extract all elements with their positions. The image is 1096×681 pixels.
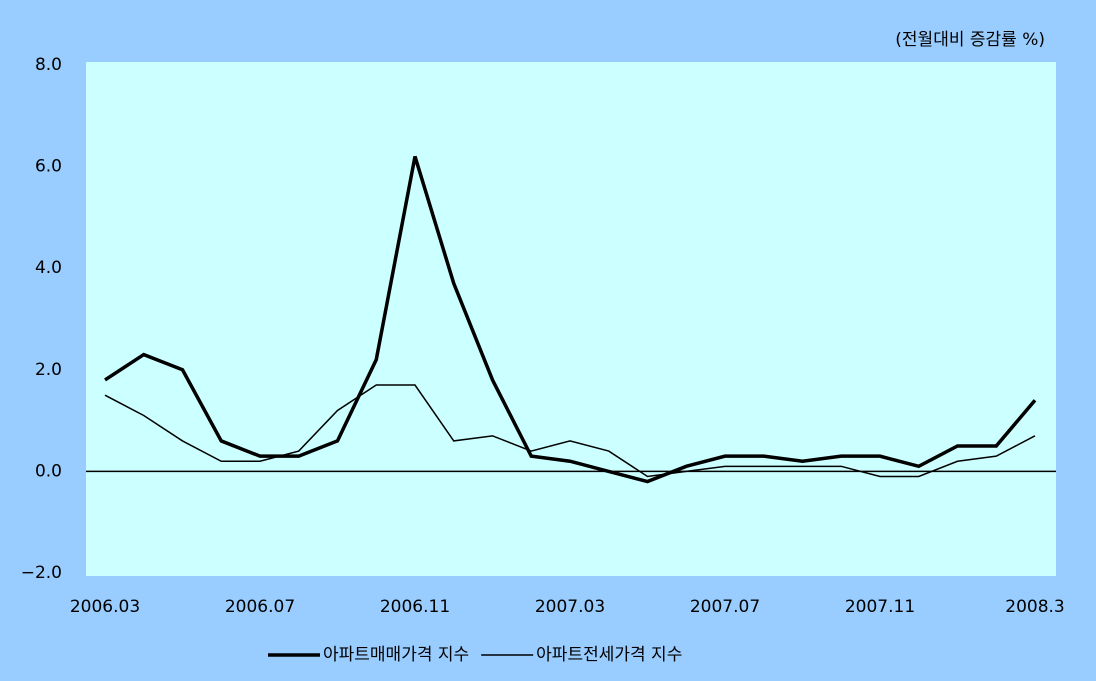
legend-label: 아파트매매가격 지수 <box>323 645 469 665</box>
legend-label: 아파트전세가격 지수 <box>536 645 682 665</box>
y-tick-label: 6.0 <box>35 157 62 177</box>
y-tick-label: 4.0 <box>35 258 62 278</box>
unit-annotation: (전월대비 증감률 %) <box>895 30 1045 50</box>
plot-area <box>86 62 1056 576</box>
series-line <box>104 384 1036 478</box>
x-tick-label: 2006.11 <box>380 597 450 617</box>
series-line <box>104 155 1037 484</box>
y-tick-label: 2.0 <box>35 360 62 380</box>
x-tick-label: 2006.07 <box>225 597 295 617</box>
y-tick-label: −2.0 <box>21 563 62 583</box>
y-tick-label: 8.0 <box>35 55 62 75</box>
x-tick-label: 2007.11 <box>845 597 915 617</box>
x-tick-label: 2006.03 <box>70 597 140 617</box>
x-tick-label: 2008.3 <box>1005 597 1064 617</box>
x-tick-label: 2007.03 <box>535 597 605 617</box>
x-tick-label: 2007.07 <box>690 597 760 617</box>
y-tick-label: 0.0 <box>35 461 62 481</box>
